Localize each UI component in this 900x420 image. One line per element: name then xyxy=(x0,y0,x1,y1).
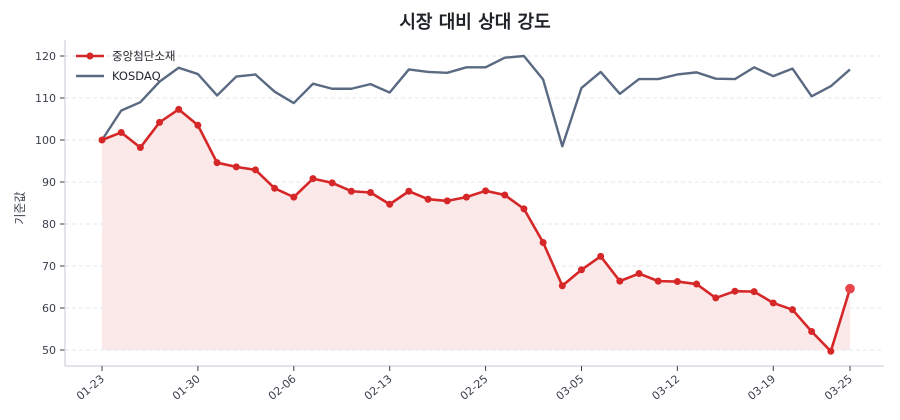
legend-marker-series-1 xyxy=(86,52,94,60)
series-1-marker xyxy=(673,278,681,286)
x-tick-label: 02-25 xyxy=(458,372,491,403)
x-tick-label: 01-23 xyxy=(74,372,107,403)
series-1-marker xyxy=(808,328,816,336)
series-1-marker xyxy=(769,299,777,307)
series-1-marker xyxy=(654,277,662,285)
x-tick-label: 02-06 xyxy=(266,372,299,403)
series-1-marker xyxy=(731,287,739,295)
series-1-marker xyxy=(482,187,490,195)
series-1-marker xyxy=(788,306,796,314)
series-1-marker xyxy=(309,175,317,183)
chart-title: 시장 대비 상대 강도 xyxy=(399,12,550,33)
plot-area xyxy=(98,54,855,355)
y-tick-label: 80 xyxy=(42,218,56,231)
series-2-line xyxy=(100,54,851,148)
series-1-marker xyxy=(827,347,835,355)
series-1-marker xyxy=(271,184,279,192)
series-1-marker xyxy=(213,159,221,167)
series-1-marker xyxy=(328,179,336,187)
series-1-marker xyxy=(501,191,509,199)
legend: 중앙첨단소재 KOSDAQ xyxy=(76,49,175,83)
series-1-marker xyxy=(175,105,183,113)
legend-label-series-2: KOSDAQ xyxy=(112,69,161,83)
series-1-marker xyxy=(635,270,643,278)
y-tick-label: 90 xyxy=(42,176,56,189)
series-1-marker xyxy=(539,238,547,246)
series-1-marker xyxy=(577,266,585,274)
series-1-marker xyxy=(405,187,413,195)
series-1-area xyxy=(102,109,850,352)
series-1-marker xyxy=(712,294,720,302)
series-1-marker xyxy=(347,187,355,195)
series-1-marker xyxy=(232,163,240,171)
series-1-marker xyxy=(424,195,432,203)
series-1-marker xyxy=(290,193,298,201)
series-1-marker xyxy=(367,189,375,196)
x-tick-label: 03-25 xyxy=(822,372,855,403)
series-1-marker xyxy=(693,280,701,288)
series-1-line xyxy=(101,108,852,353)
series-1-marker xyxy=(194,121,202,129)
series-1-marker xyxy=(156,118,164,126)
y-tick-label: 50 xyxy=(42,344,56,357)
x-tick-label: 01-30 xyxy=(170,372,203,403)
y-tick-label: 110 xyxy=(35,92,56,105)
series-1-marker xyxy=(845,283,855,294)
x-tick-label: 03-12 xyxy=(649,372,682,403)
y-axis: 50 60 70 80 90 100 110 120 xyxy=(35,40,66,366)
x-tick-label: 02-13 xyxy=(362,372,395,403)
series-1-marker xyxy=(98,136,106,144)
series-1-marker xyxy=(117,128,125,136)
series-1-marker xyxy=(386,200,394,208)
y-tick-label: 70 xyxy=(42,260,56,273)
x-axis: 01-23 01-30 02-06 02-13 02-25 03-05 03-12 03-19… xyxy=(65,365,884,403)
y-tick-label: 100 xyxy=(35,134,56,147)
y-axis-label: 기준값 xyxy=(13,191,27,224)
series-1-marker xyxy=(251,166,259,174)
legend-label-series-1: 중앙첨단소재 xyxy=(112,49,175,63)
series-1-marker xyxy=(597,252,605,260)
series-1-marker xyxy=(136,144,144,152)
y-tick-label: 120 xyxy=(35,50,56,63)
y-tick-label: 60 xyxy=(42,302,56,315)
series-1-marker xyxy=(443,197,451,205)
x-tick-label: 03-05 xyxy=(554,372,587,403)
series-1-marker xyxy=(462,193,470,201)
series-1-marker xyxy=(750,288,758,296)
series-1-marker xyxy=(558,282,566,290)
series-1-marker xyxy=(616,277,624,285)
x-tick-label: 03-19 xyxy=(745,372,778,403)
series-1-marker xyxy=(520,205,528,213)
